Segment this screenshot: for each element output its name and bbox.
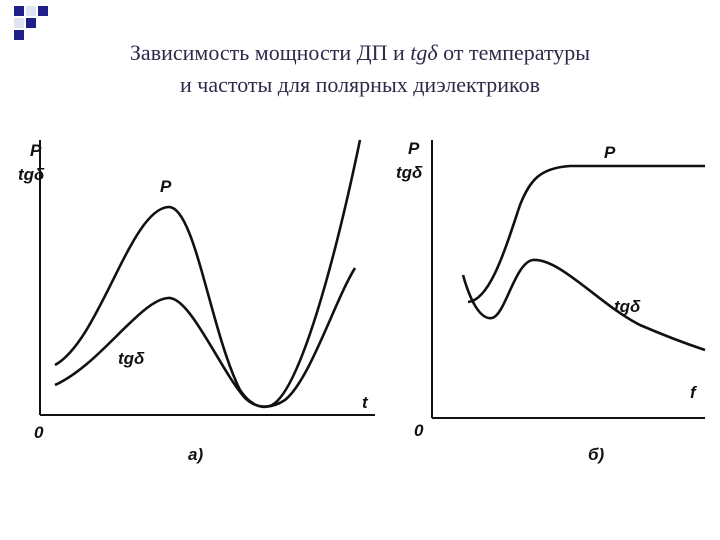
title-line: Зависимость мощности ДП и tgδ от темпера… [130,40,590,65]
curve-tg [461,258,706,352]
decoration [14,6,48,40]
curve-tg [54,267,357,408]
axis-label: tgδ [396,163,423,182]
x-label: t [362,393,369,412]
title-text: tgδ [410,40,438,65]
origin: 0 [34,423,44,442]
axis-label: P [408,139,420,158]
title-line: и частоты для полярных диэлектриков [180,72,540,97]
panel-b: P tgδ P tgδ f 0 б) [396,139,706,464]
origin: 0 [414,421,424,440]
curve-p [54,139,362,409]
curve-label: P [604,143,616,162]
caption: б) [588,445,605,464]
curve-p [467,164,705,304]
x-label: f [690,383,698,402]
curve-label: P [160,177,172,196]
title-text: Зависимость мощности ДП и [130,40,410,65]
axis-label: P [30,141,42,160]
caption: а) [188,445,203,464]
axis-label: tgδ [18,165,45,184]
curve-label: tgδ [614,297,641,316]
panel-a: P tgδ P tgδ t 0 а) [18,139,375,464]
title-text: от температуры [438,40,591,65]
curve-label: tgδ [118,349,145,368]
